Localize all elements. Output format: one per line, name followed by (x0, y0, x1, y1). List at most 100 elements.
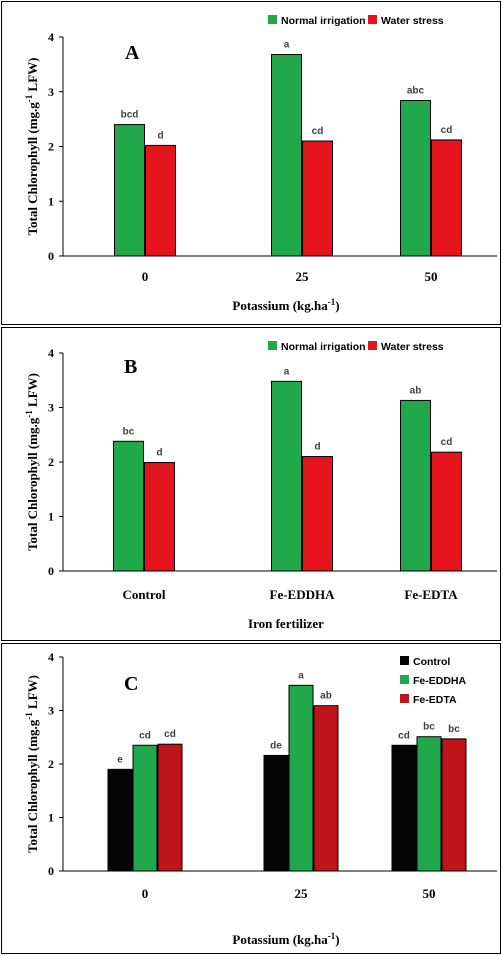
bar (271, 54, 302, 257)
legend-swatch (268, 341, 277, 350)
y-axis-title-text: Total Chlorophyll (mg.g (25, 719, 40, 853)
x-tick-label: Fe-EDDHA (270, 587, 336, 602)
x-axis-title: Potassium (kg.ha-1) (232, 931, 339, 947)
y-tick-label: 3 (48, 704, 54, 718)
x-tick-label: 0 (142, 269, 149, 284)
bar (107, 768, 133, 872)
panel-border (1, 1, 501, 325)
x-axis-title-text: Potassium (kg.ha (232, 932, 328, 947)
x-tick-label: 50 (423, 886, 436, 901)
y-tick-label: 2 (48, 757, 54, 771)
bar (114, 124, 145, 257)
y-tick-label: 4 (48, 346, 54, 360)
y-axis-title-text: Total Chlorophyll (mg.g (25, 417, 40, 551)
legend-swatch (368, 341, 377, 350)
y-tick-label: 0 (48, 864, 54, 878)
legend: Normal irrigation Water stress (268, 15, 444, 27)
bar (391, 744, 417, 872)
y-tick-label: 1 (48, 510, 54, 524)
y-axis-title-tail: LFW) (25, 373, 40, 410)
bar-label: bcd (121, 110, 139, 121)
y-tick-label: 3 (48, 401, 54, 415)
bar-label: cd (441, 125, 453, 136)
y-tick-label: 4 (48, 650, 54, 664)
legend-label: Water stress (381, 15, 444, 27)
x-axis-title: Potassium (kg.ha-1) (232, 297, 339, 313)
y-tick-label: 4 (48, 30, 54, 44)
bar-label: bc (123, 426, 135, 437)
x-tick-label: 50 (425, 269, 438, 284)
bar-label: cd (398, 730, 410, 741)
y-tick-label: 0 (48, 249, 54, 263)
bar-label: d (156, 448, 162, 459)
legend-label: Fe-EDDHA (413, 675, 467, 687)
bar-label: ab (320, 691, 332, 702)
bar-label: cd (139, 730, 151, 741)
bar (416, 736, 442, 872)
bar (271, 380, 302, 572)
bar-label: ab (410, 385, 422, 396)
panel-letter: A (125, 42, 140, 64)
y-tick-label: 1 (48, 811, 54, 825)
y-axis-title-sup: -1 (24, 410, 34, 418)
bar (313, 705, 339, 872)
y-axis-title-tail: LFW) (25, 58, 40, 95)
bar (302, 456, 333, 572)
panel-letter: B (124, 356, 137, 378)
x-axis-title: Iron fertilizer (248, 616, 324, 631)
x-axis-title-sup: -1 (328, 931, 336, 941)
legend-label: Normal irrigation (281, 15, 366, 27)
bar (145, 144, 176, 257)
bar-label: bc (448, 724, 460, 735)
legend-swatch (400, 694, 409, 703)
bar (431, 139, 462, 257)
x-tick-label: Fe-EDTA (404, 587, 458, 602)
bar-label: e (117, 754, 123, 765)
bar-label: bc (423, 722, 435, 733)
bar-label: a (298, 670, 304, 681)
y-axis-title: Total Chlorophyll (mg.g-1 LFW) (24, 675, 40, 853)
x-tick-label: Control (122, 587, 165, 602)
bar (288, 684, 314, 872)
bar (302, 140, 333, 257)
x-axis-title-tail: ) (335, 932, 339, 947)
legend-swatch (268, 15, 277, 24)
bar (431, 451, 462, 572)
panel-border (1, 643, 501, 954)
y-tick-label: 0 (48, 564, 54, 578)
y-axis-title-sup: -1 (24, 94, 34, 102)
x-tick-label: 25 (296, 269, 310, 284)
panel-letter: C (124, 673, 138, 695)
y-axis-title: Total Chlorophyll (mg.g-1 LFW) (24, 373, 40, 551)
x-axis-title-tail: ) (335, 298, 339, 313)
y-tick-label: 1 (48, 194, 54, 208)
legend-label: Fe-EDTA (413, 694, 457, 706)
legend: Control Fe-EDDHA Fe-EDTA (400, 656, 467, 706)
legend-label: Water stress (381, 341, 444, 353)
legend-swatch (368, 15, 377, 24)
bar (263, 754, 289, 872)
y-axis-title-sup: -1 (24, 712, 34, 720)
legend-label: Control (413, 656, 450, 668)
bar (400, 100, 431, 257)
bar-label: abc (407, 86, 425, 97)
legend: Normal irrigation Water stress (268, 341, 444, 353)
y-tick-label: 2 (48, 140, 54, 154)
bar-label: cd (164, 729, 176, 740)
bar (132, 744, 158, 872)
x-tick-label: 0 (142, 886, 149, 901)
bar (441, 738, 467, 872)
bar-label: de (270, 740, 282, 751)
y-axis-title-tail: LFW) (25, 675, 40, 712)
bar-label: cd (312, 126, 324, 137)
y-axis-title: Total Chlorophyll (mg.g-1 LFW) (24, 58, 40, 236)
chart-panel-b: 0 1 2 3 4 Total Chlorophyll (mg.g-1 LFW) Contr… (1, 327, 501, 641)
bar (157, 743, 183, 872)
panel-border (1, 327, 501, 641)
bar-label: d (314, 442, 320, 453)
bar-label: a (284, 40, 290, 51)
x-axis-title-sup: -1 (328, 297, 336, 307)
legend-label: Normal irrigation (281, 341, 366, 353)
bar-label: d (157, 130, 163, 141)
